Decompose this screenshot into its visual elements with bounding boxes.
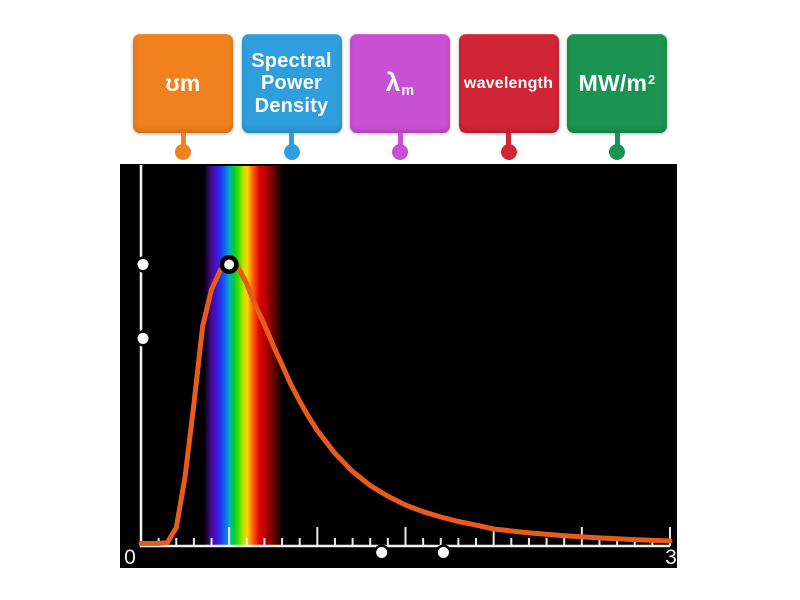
- label-text: ʊm: [165, 69, 201, 96]
- spectral-power-density-curve: [138, 262, 673, 546]
- label-text: λm: [385, 66, 415, 100]
- label-box-spectral-power-density: Spectral Power Density: [241, 34, 342, 133]
- label-tile-um[interactable]: ʊm: [133, 34, 233, 160]
- label-pin-stem: [397, 133, 403, 146]
- answer-pin-x-axis-left[interactable]: [373, 544, 390, 561]
- label-tile-wavelength[interactable]: wavelength: [458, 34, 559, 160]
- label-text: wavelength: [463, 74, 554, 92]
- label-box-mw-per-m2: MW/m2: [567, 34, 667, 133]
- label-text: Spectral Power Density: [251, 49, 332, 117]
- x-tick-label-0: 0: [124, 546, 136, 568]
- label-bank: ʊm Spectral Power Density λm wavelength MW/m…: [133, 34, 667, 160]
- label-box-wavelength: wavelength: [458, 34, 559, 133]
- label-box-lambda-m: λm: [350, 34, 450, 133]
- label-pin-dot: [283, 144, 300, 160]
- label-pin-stem: [506, 133, 511, 146]
- label-tile-lambda-m[interactable]: λm: [350, 34, 450, 160]
- label-pin-stem: [289, 133, 294, 146]
- visible-spectrum-band: [204, 166, 283, 546]
- answer-pin-curve-peak[interactable]: [219, 255, 239, 274]
- answer-pin-y-axis-lower[interactable]: [135, 330, 151, 347]
- answer-pin-x-axis-right[interactable]: [435, 544, 452, 561]
- label-pin-dot: [500, 144, 517, 160]
- label-pin-dot: [392, 144, 408, 160]
- answer-pin-y-axis-upper[interactable]: [135, 256, 151, 273]
- label-pin-dot: [609, 144, 625, 160]
- label-tile-mw-per-m2[interactable]: MW/m2: [567, 34, 667, 160]
- label-tile-spectral-power-density[interactable]: Spectral Power Density: [241, 34, 342, 160]
- label-pin-stem: [614, 133, 620, 146]
- label-box-um: ʊm: [133, 34, 233, 133]
- label-pin-stem: [180, 133, 186, 146]
- label-text: MW/m2: [578, 69, 656, 96]
- x-tick-label-3: 3: [665, 546, 677, 568]
- label-pin-dot: [175, 144, 191, 160]
